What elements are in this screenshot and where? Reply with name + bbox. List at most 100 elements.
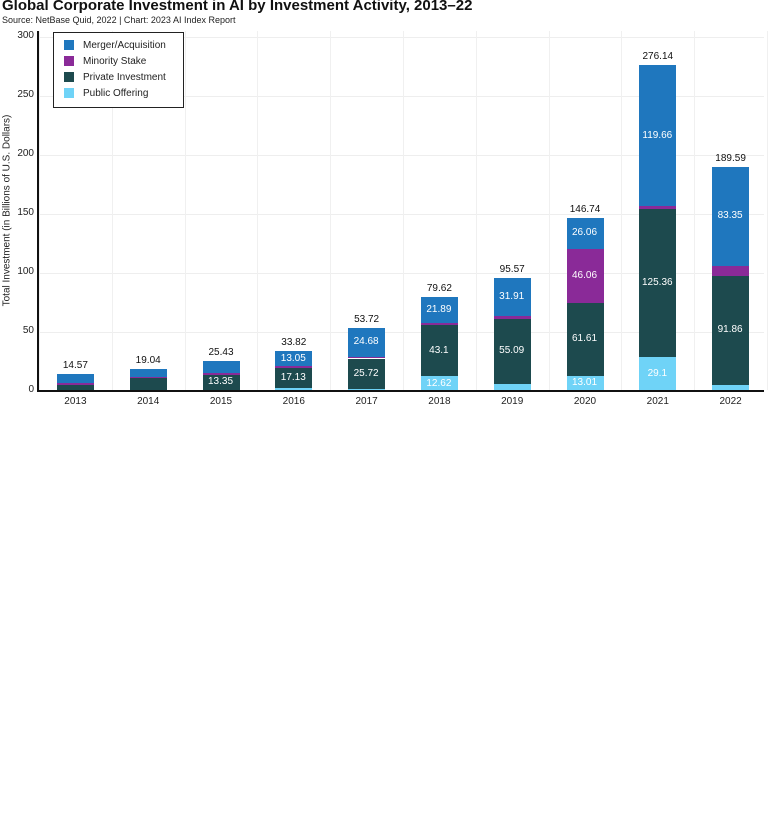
y-tick-label: 250 bbox=[17, 89, 34, 100]
bar-total-label: 146.74 bbox=[569, 203, 601, 215]
gridline bbox=[39, 273, 764, 274]
bar-segment bbox=[56, 384, 94, 391]
private-swatch-icon bbox=[64, 72, 74, 82]
gridline-vertical bbox=[403, 31, 404, 390]
bar-segment bbox=[566, 248, 604, 303]
gridline-vertical bbox=[257, 31, 259, 390]
bar-segment bbox=[275, 368, 313, 389]
segment-value-label: 13.05 bbox=[280, 352, 306, 364]
bar-segment bbox=[420, 325, 458, 377]
chart-title: Global Corporate Investment in AI by Inv… bbox=[2, 0, 473, 14]
legend-label: Merger/Acquisition bbox=[83, 39, 166, 51]
bar-segment bbox=[348, 356, 386, 359]
segment-value-label: 29.1 bbox=[647, 367, 668, 379]
gridline-vertical bbox=[111, 31, 113, 390]
bar-segment bbox=[712, 384, 750, 391]
bar-segment bbox=[493, 315, 531, 319]
bar-total-label: 33.82 bbox=[281, 337, 307, 349]
legend-label: Public Offering bbox=[83, 87, 149, 99]
gridline-vertical bbox=[548, 31, 550, 390]
bar-segment bbox=[129, 378, 167, 390]
bar-segment bbox=[129, 377, 167, 379]
gridline-vertical bbox=[475, 31, 477, 390]
bar-segment bbox=[420, 297, 458, 323]
bar-total-label: 79.62 bbox=[426, 283, 452, 295]
bar-segment bbox=[420, 376, 458, 391]
bar-total-label: 19.04 bbox=[135, 354, 161, 366]
bar-segment bbox=[493, 318, 531, 384]
segment-value-label: 13.01 bbox=[571, 377, 598, 389]
y-tick-label: 150 bbox=[17, 207, 34, 218]
x-tick-label: 2017 bbox=[355, 396, 378, 407]
x-tick-label: 2014 bbox=[137, 396, 160, 407]
gridline bbox=[39, 96, 764, 97]
bar-total-label: 189.59 bbox=[715, 153, 746, 165]
x-tick-label: 2015 bbox=[209, 396, 233, 407]
y-axis bbox=[37, 31, 39, 392]
chart-subtitle: Source: NetBase Quid, 2022 | Chart: 2023… bbox=[2, 15, 236, 25]
gridline-vertical bbox=[330, 31, 332, 390]
segment-value-label: 43.1 bbox=[429, 344, 449, 356]
bar-segment bbox=[202, 374, 240, 391]
y-tick-label: 100 bbox=[17, 266, 34, 277]
bar-segment bbox=[348, 388, 386, 391]
segment-value-label: 55.09 bbox=[499, 345, 525, 357]
x-axis bbox=[37, 390, 764, 392]
bar-segment bbox=[202, 372, 240, 375]
legend-label: Minority Stake bbox=[83, 55, 147, 67]
bar-total-label: 25.43 bbox=[208, 346, 234, 358]
bar-segment bbox=[420, 322, 458, 326]
segment-value-label: 61.61 bbox=[571, 333, 598, 345]
x-tick-label: 2021 bbox=[646, 396, 669, 407]
segment-value-label: 119.66 bbox=[642, 129, 673, 141]
bar-segment bbox=[493, 383, 531, 391]
bar-segment bbox=[275, 388, 313, 391]
bar-segment bbox=[129, 368, 167, 378]
segment-value-label: 25.72 bbox=[353, 367, 379, 379]
segment-value-label: 17.13 bbox=[280, 372, 306, 384]
legend-item-merger: Merger/Acquisition bbox=[64, 38, 166, 52]
public-swatch-icon bbox=[64, 88, 74, 98]
bar-segment bbox=[348, 358, 386, 389]
segment-value-label: 12.62 bbox=[426, 377, 452, 389]
segment-value-label: 24.68 bbox=[353, 336, 379, 348]
bar-segment bbox=[56, 373, 94, 383]
x-tick-label: 2016 bbox=[282, 396, 305, 407]
bar-segment bbox=[348, 327, 386, 357]
x-tick-label: 2020 bbox=[573, 396, 597, 407]
y-tick-label: 200 bbox=[17, 148, 34, 159]
bar-segment bbox=[712, 276, 750, 385]
bar-segment bbox=[566, 302, 604, 376]
y-tick-label: 300 bbox=[17, 30, 34, 41]
x-tick-label: 2019 bbox=[501, 396, 524, 407]
bar-segment bbox=[639, 65, 677, 207]
minority-swatch-icon bbox=[64, 56, 74, 66]
legend-item-private: Private Investment bbox=[64, 70, 166, 84]
bar-segment bbox=[275, 351, 313, 367]
segment-value-label: 125.36 bbox=[642, 276, 673, 288]
bar-segment bbox=[56, 382, 94, 385]
merger-swatch-icon bbox=[64, 40, 74, 50]
bar-segment bbox=[275, 366, 313, 369]
x-tick-label: 2013 bbox=[64, 396, 87, 407]
bar-segment bbox=[639, 208, 677, 357]
bar-total-label: 53.72 bbox=[354, 313, 380, 325]
segment-value-label: 31.91 bbox=[499, 291, 525, 303]
gridline-vertical bbox=[621, 31, 623, 390]
segment-value-label: 26.06 bbox=[571, 227, 598, 239]
legend-label: Private Investment bbox=[83, 71, 166, 83]
segment-value-label: 13.35 bbox=[207, 376, 234, 388]
bar-segment bbox=[712, 167, 750, 266]
segment-value-label: 91.86 bbox=[717, 324, 743, 336]
bar-segment bbox=[566, 375, 604, 391]
segment-value-label: 46.06 bbox=[571, 269, 598, 281]
gridline-vertical bbox=[694, 31, 696, 390]
y-tick-label: 0 bbox=[28, 384, 34, 395]
bar-segment bbox=[202, 360, 240, 373]
x-tick-label: 2018 bbox=[428, 396, 451, 407]
bar-segment bbox=[493, 278, 531, 316]
gridline bbox=[39, 214, 764, 215]
gridline bbox=[39, 37, 764, 38]
bar-total-label: 95.57 bbox=[499, 264, 525, 276]
segment-value-label: 83.35 bbox=[717, 210, 743, 222]
